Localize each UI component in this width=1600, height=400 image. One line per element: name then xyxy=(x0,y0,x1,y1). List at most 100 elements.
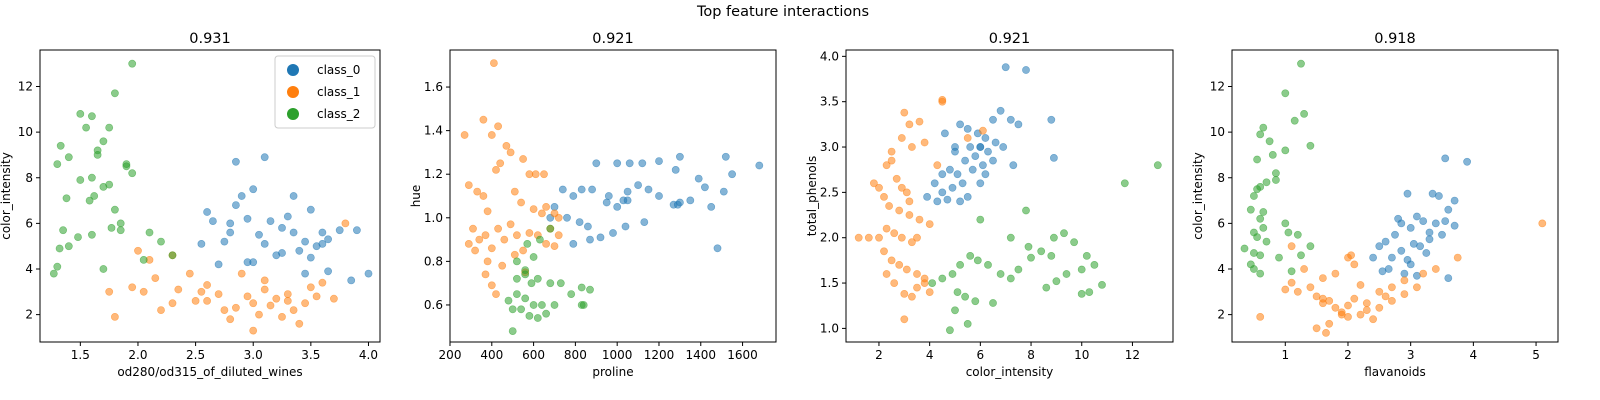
point xyxy=(1281,219,1290,228)
point xyxy=(989,299,997,307)
x-axis-label: proline xyxy=(592,365,633,379)
y-axis-label: color_intensity xyxy=(1191,152,1205,240)
point xyxy=(1256,214,1265,223)
point xyxy=(1388,296,1396,305)
point xyxy=(283,296,292,305)
point xyxy=(151,274,160,282)
point xyxy=(53,262,62,271)
point xyxy=(295,319,304,328)
legend-label: class_0 xyxy=(317,63,360,77)
point xyxy=(943,195,952,204)
point xyxy=(984,260,992,269)
point xyxy=(341,219,350,228)
y-tick-label: 6 xyxy=(1217,216,1225,230)
series-class_2 xyxy=(504,224,594,335)
panel-title: 0.918 xyxy=(1374,31,1416,47)
point xyxy=(460,131,469,139)
x-tick-label: 8 xyxy=(1027,348,1035,362)
point xyxy=(249,326,258,335)
series-class_2 xyxy=(1240,59,1315,278)
point xyxy=(1256,251,1265,260)
panel-title: 0.921 xyxy=(592,31,634,47)
point xyxy=(1319,274,1327,282)
point xyxy=(523,239,532,248)
point xyxy=(260,276,269,285)
point xyxy=(961,292,969,301)
point xyxy=(255,310,263,319)
point xyxy=(1350,260,1359,269)
point xyxy=(623,187,632,196)
point xyxy=(538,209,546,218)
point xyxy=(469,224,477,233)
points xyxy=(1240,59,1547,337)
point xyxy=(915,117,924,126)
point xyxy=(111,89,119,98)
point xyxy=(976,215,985,224)
x-tick-label: 1200 xyxy=(644,348,675,362)
point xyxy=(249,299,258,308)
x-tick-label: 600 xyxy=(522,348,545,362)
point xyxy=(1250,192,1258,200)
x-axis-label: flavanoids xyxy=(1364,365,1426,379)
point xyxy=(64,153,73,162)
point xyxy=(1090,260,1099,269)
point xyxy=(260,239,269,248)
point xyxy=(481,231,490,240)
x-tick-label: 3 xyxy=(1407,348,1415,362)
point xyxy=(1259,223,1268,232)
point xyxy=(471,246,479,255)
point xyxy=(529,205,538,213)
point xyxy=(1014,120,1023,129)
point xyxy=(295,246,304,255)
point xyxy=(1362,306,1371,314)
y-tick-label: 3.0 xyxy=(820,140,839,154)
point xyxy=(226,228,235,237)
series-class_2 xyxy=(928,161,1162,335)
point xyxy=(1403,189,1412,198)
point xyxy=(116,226,125,235)
point xyxy=(1444,274,1453,282)
point xyxy=(1253,155,1261,164)
point xyxy=(930,179,939,188)
point xyxy=(301,299,309,308)
point xyxy=(897,233,906,242)
point xyxy=(1378,267,1387,276)
point xyxy=(563,213,571,222)
point xyxy=(306,283,315,292)
series-class_1 xyxy=(1256,219,1547,337)
point xyxy=(105,123,114,132)
point xyxy=(1444,205,1453,214)
point xyxy=(900,315,909,324)
point xyxy=(318,278,327,287)
point xyxy=(128,283,137,292)
point xyxy=(989,115,997,124)
point xyxy=(963,124,972,133)
point xyxy=(1388,253,1396,262)
point xyxy=(971,152,980,160)
point xyxy=(713,244,722,253)
point xyxy=(592,159,601,168)
point xyxy=(492,290,500,298)
point xyxy=(1268,150,1277,159)
point xyxy=(1297,251,1305,260)
point xyxy=(963,192,972,201)
point xyxy=(971,297,980,306)
point xyxy=(464,181,473,189)
point xyxy=(577,283,586,292)
points xyxy=(49,59,373,335)
point xyxy=(554,213,563,222)
point xyxy=(968,165,977,174)
point xyxy=(1431,265,1440,273)
point xyxy=(1325,319,1334,328)
point xyxy=(1027,253,1035,262)
point xyxy=(220,306,229,314)
point xyxy=(243,292,252,301)
point xyxy=(1300,110,1308,118)
point xyxy=(475,235,484,244)
x-tick-label: 200 xyxy=(439,348,462,362)
point xyxy=(481,270,490,279)
point xyxy=(569,239,578,248)
scatter-panels: 1.5 2.0 2.5 3.0 3.5 4.0246810120.931od280/od3… xyxy=(0,31,1559,379)
point xyxy=(604,192,613,200)
y-tick-label: 1.5 xyxy=(820,276,839,290)
